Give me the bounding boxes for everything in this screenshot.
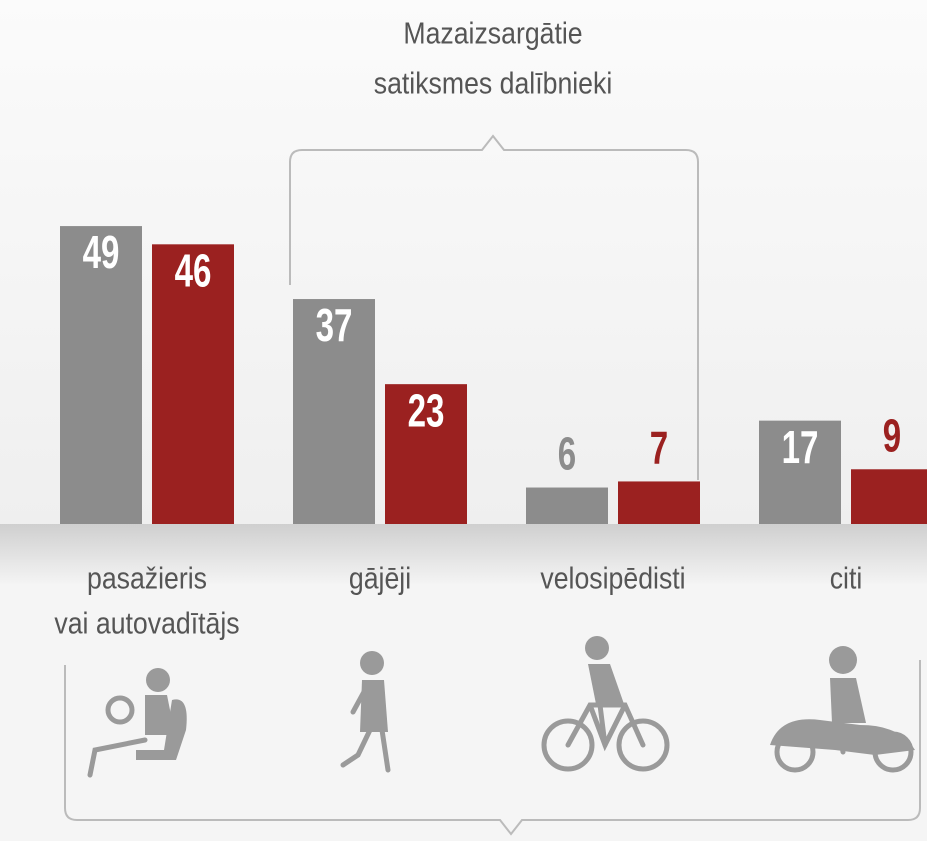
icon-cyclist xyxy=(541,636,670,772)
bar xyxy=(759,420,841,524)
bar xyxy=(385,384,467,524)
bar xyxy=(618,481,700,524)
bar xyxy=(851,469,927,524)
bar xyxy=(293,299,375,524)
icon-motorcyclist xyxy=(770,646,915,773)
bar xyxy=(152,244,234,524)
bottom-bracket xyxy=(64,660,921,836)
baseline-shade xyxy=(0,524,927,584)
value-label: 9 xyxy=(883,411,901,461)
annotation: Mazaizsargātie satiksmes dalībnieki xyxy=(374,16,613,100)
value-label: 17 xyxy=(782,423,819,473)
value-label: 49 xyxy=(83,228,120,278)
top-bracket xyxy=(289,134,699,480)
x-tick-label: pasažieris vai autovadītājs xyxy=(54,561,239,640)
value-label: 6 xyxy=(558,430,576,480)
value-label: 23 xyxy=(408,386,445,436)
bar xyxy=(60,226,142,524)
x-tick-label: velosipēdisti xyxy=(540,561,685,595)
icon-pedestrian xyxy=(340,651,391,773)
x-tick-label: gājēji xyxy=(349,561,411,595)
value-label: 7 xyxy=(650,423,668,473)
bar xyxy=(526,487,608,524)
value-label: 46 xyxy=(175,246,212,296)
value-label: 37 xyxy=(316,301,353,351)
icon-driver xyxy=(87,668,187,778)
x-tick-label: citi xyxy=(830,561,863,595)
